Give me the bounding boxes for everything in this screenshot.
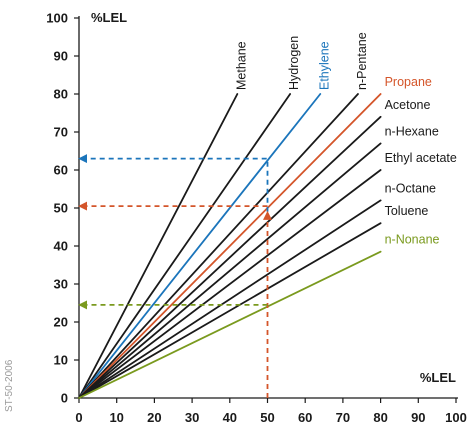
series-labels: Methane Hydrogen Ethylene n-Pentane Propane A…: [234, 32, 457, 246]
y-tick-label: 20: [54, 315, 68, 330]
series-line-propane: [78, 93, 382, 399]
series-line-n-hexane: [78, 142, 382, 399]
series-line-n-nonane: [78, 250, 382, 399]
y-tick-label: 30: [54, 277, 68, 292]
series-line-ethyl-acetate: [78, 169, 382, 399]
y-tick-label: 70: [54, 125, 68, 140]
series-line-acetone: [78, 115, 382, 399]
series-lines: [78, 93, 382, 399]
series-label-n-pentane: n-Pentane: [355, 32, 369, 90]
series-label-propane: Propane: [385, 75, 432, 89]
series-label-n-hexane: n-Hexane: [385, 124, 439, 138]
x-tick-label: 10: [109, 410, 123, 425]
x-tick-label: 40: [223, 410, 237, 425]
y-tick-label: 40: [54, 239, 68, 254]
guide-annotations: [78, 154, 272, 398]
x-tick-label: 100: [445, 410, 467, 425]
series-label-n-octane: n-Octane: [385, 181, 436, 195]
x-tick-label: 60: [298, 410, 312, 425]
y-axis-title: %LEL: [91, 10, 127, 25]
y-tick-label: 100: [46, 11, 68, 26]
x-tick-label: 20: [147, 410, 161, 425]
y-tick-label: 0: [61, 391, 68, 406]
series-label-ethyl-acetate: Ethyl acetate: [385, 151, 457, 165]
series-line-ethylene: [78, 93, 322, 399]
x-tick-label: 70: [336, 410, 350, 425]
x-tick-label: 0: [75, 410, 82, 425]
series-label-n-nonane: n-Nonane: [385, 233, 440, 247]
series-line-methane: [78, 93, 239, 399]
series-label-acetone: Acetone: [385, 98, 431, 112]
watermark-text: ST-50-2006: [4, 359, 15, 412]
series-label-ethylene: Ethylene: [317, 41, 331, 90]
y-tick-label: 10: [54, 353, 68, 368]
x-tick-label: 90: [411, 410, 425, 425]
series-label-toluene: Toluene: [385, 204, 429, 218]
y-tick-label: 90: [54, 49, 68, 64]
series-line-toluene: [78, 222, 382, 399]
x-axis-title: %LEL: [420, 370, 456, 385]
series-line-n-pentane: [78, 93, 359, 399]
x-tick-label: 80: [373, 410, 387, 425]
y-tick-label: 80: [54, 87, 68, 102]
y-tick-label: 50: [54, 201, 68, 216]
x-tick-label: 30: [185, 410, 199, 425]
series-label-methane: Methane: [234, 41, 248, 90]
x-tick-label: 50: [260, 410, 274, 425]
series-line-hydrogen: [78, 93, 292, 399]
series-line-n-octane: [78, 199, 382, 399]
y-tick-label: 60: [54, 163, 68, 178]
axes: 0 10 20 30 40 50 60 70 80 90 100 0 10 20 30 40 50 60 70 80 9…: [46, 11, 467, 426]
series-label-hydrogen: Hydrogen: [287, 36, 301, 90]
